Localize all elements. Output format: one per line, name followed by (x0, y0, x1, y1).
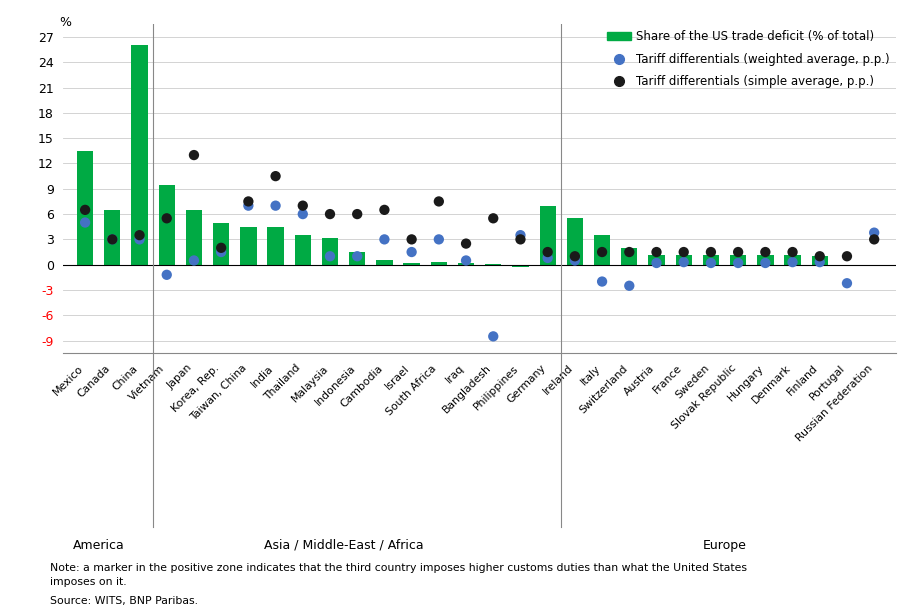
Bar (458, 264, 474, 265)
Point (813, 252, 827, 261)
Bar (621, 248, 637, 265)
Point (540, 253, 555, 263)
Bar (295, 235, 311, 265)
Point (186, 256, 201, 266)
Point (513, 230, 528, 240)
Bar (648, 255, 664, 265)
Bar (539, 206, 556, 265)
Bar (675, 255, 692, 265)
Bar (186, 210, 202, 265)
Point (296, 209, 310, 219)
Point (595, 276, 609, 286)
Text: America: America (72, 539, 125, 552)
Point (159, 213, 174, 223)
Bar (404, 263, 420, 265)
Point (350, 209, 365, 219)
Point (323, 209, 338, 219)
Point (78, 217, 92, 227)
Bar (757, 255, 774, 265)
Point (405, 234, 419, 244)
Point (186, 150, 201, 160)
Point (241, 197, 255, 206)
Point (567, 256, 582, 266)
Bar (730, 255, 747, 265)
Text: %: % (60, 16, 71, 29)
Bar (431, 262, 447, 265)
Point (105, 234, 119, 244)
Point (486, 213, 500, 223)
Bar (703, 255, 719, 265)
Point (676, 257, 691, 267)
Point (296, 201, 310, 211)
Point (486, 331, 500, 341)
Point (813, 257, 827, 267)
Point (622, 281, 636, 290)
Point (78, 205, 92, 215)
Point (840, 252, 854, 261)
Point (432, 197, 446, 206)
Point (595, 247, 609, 257)
Point (731, 247, 746, 257)
Point (786, 247, 800, 257)
Point (350, 252, 365, 261)
Point (105, 234, 119, 244)
Point (786, 257, 800, 267)
Bar (567, 218, 583, 265)
Point (459, 256, 473, 266)
Point (377, 205, 392, 215)
Point (405, 247, 419, 257)
Text: Note: a marker in the positive zone indicates that the third country imposes hig: Note: a marker in the positive zone indi… (50, 563, 747, 586)
Point (459, 239, 473, 248)
Bar (213, 222, 229, 265)
Legend: Share of the US trade deficit (% of total), Tariff differentials (weighted avera: Share of the US trade deficit (% of tota… (607, 30, 890, 88)
Point (567, 252, 582, 261)
Point (649, 247, 663, 257)
Point (269, 201, 283, 211)
Point (867, 234, 881, 244)
Point (513, 234, 528, 244)
Text: Asia / Middle-East / Africa: Asia / Middle-East / Africa (263, 539, 424, 552)
Point (132, 234, 147, 244)
Point (540, 247, 555, 257)
Point (269, 171, 283, 181)
Text: Source: WITS, BNP Paribas.: Source: WITS, BNP Paribas. (50, 596, 198, 605)
Point (432, 234, 446, 244)
Point (649, 258, 663, 268)
Bar (322, 238, 338, 265)
Point (758, 247, 773, 257)
Bar (158, 185, 175, 265)
Bar (240, 227, 256, 265)
Point (132, 230, 147, 240)
Point (704, 247, 719, 257)
Point (758, 258, 773, 268)
Bar (376, 261, 393, 265)
Bar (267, 227, 284, 265)
Bar (104, 210, 120, 265)
Bar (512, 265, 529, 267)
Bar (485, 264, 501, 265)
Point (159, 270, 174, 280)
Point (622, 247, 636, 257)
Bar (594, 235, 610, 265)
Point (323, 252, 338, 261)
Point (731, 258, 746, 268)
Bar (131, 46, 148, 265)
Bar (866, 265, 882, 266)
Point (867, 228, 881, 238)
Point (241, 201, 255, 211)
Bar (839, 265, 855, 266)
Bar (785, 255, 801, 265)
Point (840, 278, 854, 288)
Bar (77, 151, 93, 265)
Bar (812, 256, 828, 265)
Point (676, 247, 691, 257)
Point (214, 247, 228, 257)
Text: Europe: Europe (702, 539, 747, 552)
Point (214, 243, 228, 253)
Point (704, 258, 719, 268)
Bar (349, 252, 366, 265)
Point (377, 234, 392, 244)
